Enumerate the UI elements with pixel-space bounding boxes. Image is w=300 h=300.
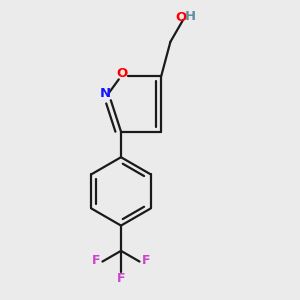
Text: F: F: [92, 254, 100, 267]
Text: N: N: [99, 88, 111, 100]
Text: F: F: [117, 272, 125, 285]
Text: F: F: [142, 254, 150, 267]
Text: O: O: [175, 11, 186, 24]
Text: O: O: [117, 68, 128, 80]
Text: H: H: [185, 10, 196, 22]
